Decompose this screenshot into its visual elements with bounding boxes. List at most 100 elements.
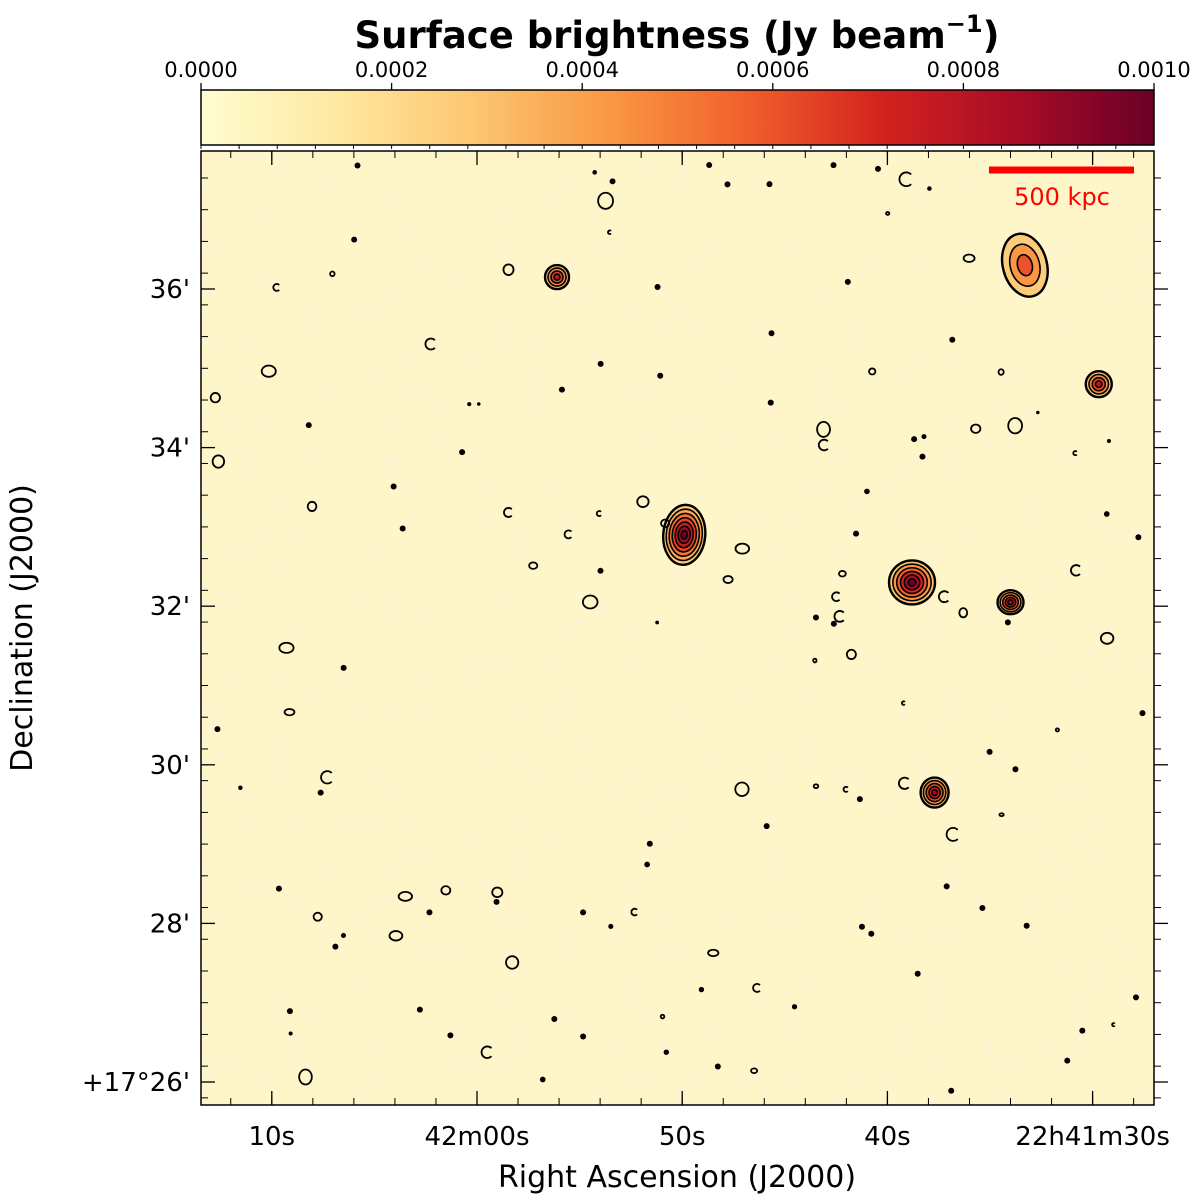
noise-contour [949,336,956,343]
noise-contour [845,648,857,660]
noise-contour [275,885,282,892]
noise-contour [320,770,333,785]
noise-contour [875,165,882,172]
noise-contour [1111,1022,1116,1028]
noise-contour [388,930,404,942]
noise-contour [655,620,660,625]
noise-contour [927,186,932,191]
noise-contour [986,748,993,755]
noise-contour [592,170,598,175]
noise-contour [317,789,324,796]
noise-contour [416,1006,423,1013]
noise-contour [838,570,847,578]
source-contour [907,577,917,587]
noise-contour [750,1067,759,1074]
noise-contour [844,278,851,285]
noise-contour [979,905,986,912]
noise-contour [856,796,863,803]
source-contour [930,788,939,797]
noise-contour [830,162,837,169]
noise-contour [885,211,891,216]
noise-contour [426,909,433,916]
x-tick-label: 40s [864,1122,911,1152]
noise-contour [503,507,513,518]
noise-contour [607,229,612,235]
noise-contour [644,861,650,868]
noise-contour [752,983,761,993]
noise-contour [657,372,664,379]
noise-contour [424,337,436,351]
colorbar-tick-label: 0.0002 [355,58,428,82]
noise-contour [288,1031,293,1036]
noise-contour [563,529,573,540]
y-tick-label: 36' [150,275,190,305]
noise-contour [937,590,949,604]
noise-contour [238,785,243,790]
noise-contour [505,955,520,970]
noise-contour [260,364,277,378]
noise-contour [919,453,926,460]
noise-contour [597,567,604,574]
noise-contour [734,542,751,555]
sources-layer [543,232,1113,809]
source-contour [1007,599,1014,606]
plot-frame [200,150,1155,1106]
noise-contour [286,1008,293,1015]
noise-contour [480,1045,493,1059]
y-tick-label: 34' [150,434,190,464]
x-tick-label: 50s [659,1122,706,1152]
colorbar-tick-label: 0.0000 [164,58,237,82]
noise-contour [1132,994,1139,1001]
noise-contour [1139,710,1146,717]
y-tick-label: 28' [150,909,190,939]
noise-contour [706,162,713,169]
noise-contour [636,495,650,508]
colorbar-tick-label: 0.0010 [1117,58,1190,82]
radio-source [996,589,1025,616]
noise-contour [998,812,1005,818]
noise-contour [209,392,221,404]
noise-contour [816,420,831,438]
noise-contour [1079,1027,1086,1034]
noise-contour [354,162,361,169]
y-tick-label: +17°26' [82,1068,190,1098]
noise-contour [272,283,280,292]
noise-contour [329,270,336,278]
noise-contour [791,1004,798,1010]
noise-contour [768,330,775,337]
colorbar [200,89,1155,146]
source-contour [1016,253,1034,277]
noise-contour [1103,511,1110,517]
noise-contour [211,454,226,469]
radio-source [1000,232,1049,298]
noise-contour [646,840,653,847]
noise-contour [558,386,565,393]
noise-contour [351,236,358,243]
noise-contour [921,434,927,440]
noise-contour [539,1076,546,1083]
noise-contour [767,399,774,406]
noise-contour [467,402,472,407]
noise-contour [608,923,614,929]
y-axis-label: Declination (J2000) [5,484,40,772]
noise-contour [630,907,638,917]
noise-contour [660,518,671,529]
colorbar-tick-label: 0.0004 [545,58,618,82]
noise-contour [340,664,347,671]
noise-contour [962,253,976,263]
noise-contour [597,191,614,210]
noise-contour [1007,417,1023,435]
source-contour [680,529,689,540]
colorbar-tick-label: 0.0006 [736,58,809,82]
map-image [201,151,1154,1105]
noise-contour [830,620,837,627]
noise-contour [763,823,770,830]
noise-contour [312,911,323,922]
radio-source [887,559,937,606]
noise-contour [1036,410,1040,415]
y-tick-label: 30' [150,751,190,781]
noise-contour [864,488,870,495]
noise-contour [831,591,841,602]
noise-contour [447,1032,454,1039]
noise-contour [970,423,982,434]
